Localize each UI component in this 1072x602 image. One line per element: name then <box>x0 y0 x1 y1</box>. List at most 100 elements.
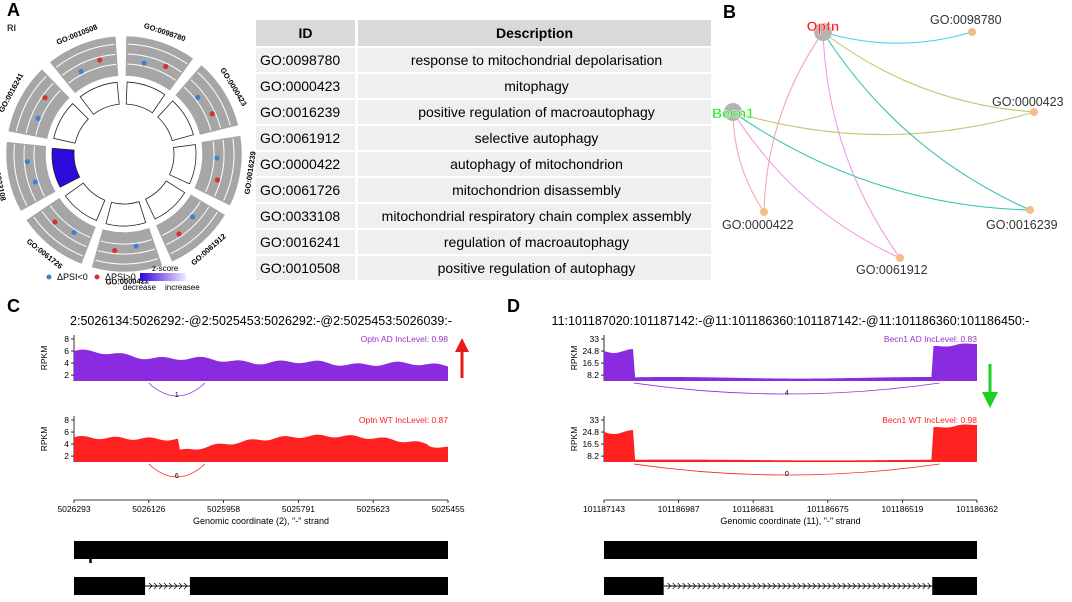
sector-gridline <box>49 205 91 238</box>
y-tick-label: 2 <box>64 370 69 380</box>
sector-gridline <box>170 212 218 255</box>
table-row: GO:0033108 mitochondrial respiratory chai… <box>256 204 711 228</box>
go-description-cell: mitophagy <box>355 74 711 98</box>
zscore-cell <box>168 144 197 185</box>
psi-dot <box>112 247 118 254</box>
sector-gridline <box>55 43 115 68</box>
strand-chevron <box>867 582 872 590</box>
exon-block <box>932 577 977 595</box>
x-tick-label: 101186519 <box>881 504 923 514</box>
term-node <box>760 208 768 216</box>
x-axis-label: Genomic coordinate (2), "-" strand <box>193 516 329 526</box>
go-id-cell: GO:0098780 <box>256 48 355 72</box>
strand-chevron <box>747 582 752 590</box>
psi-dot <box>176 231 182 237</box>
exon-block <box>74 577 146 595</box>
psi-dot <box>71 229 77 236</box>
go-description-cell: regulation of macroautophagy <box>355 230 711 254</box>
strand-chevron <box>712 582 717 590</box>
y-axis-label: RPKM <box>569 346 579 371</box>
go-table: ID Description GO:0098780 response to mit… <box>256 18 711 282</box>
strand-chevron <box>847 582 852 590</box>
term-node <box>968 28 976 36</box>
circle-legend: ΔPSI<0 ΔPSI>0 z-score decrease increasee <box>46 264 200 292</box>
strand-chevron <box>882 582 887 590</box>
go-sector <box>5 141 57 212</box>
x-tick-label: 5025958 <box>207 504 240 514</box>
zscore-cell <box>53 102 89 144</box>
x-tick-label: 101186675 <box>807 504 849 514</box>
zscore-cell <box>157 100 194 142</box>
go-description-cell: mitochondrion disassembly <box>355 178 711 202</box>
strand-chevron <box>687 582 692 590</box>
go-id-cell: GO:0016241 <box>256 230 355 254</box>
x-tick-label: 5025623 <box>357 504 390 514</box>
psi-dot <box>133 243 139 249</box>
y-axis-label: RPKM <box>569 427 579 452</box>
strand-chevron <box>752 582 757 590</box>
network-edge <box>822 31 973 44</box>
coverage-area <box>604 424 977 462</box>
strand-chevron <box>148 582 153 590</box>
term-label: GO:0000422 <box>722 218 794 232</box>
event-type-label: RI <box>7 23 16 33</box>
term-label: GO:0098780 <box>930 13 1002 27</box>
strand-chevron <box>897 582 902 590</box>
sector-label: GO:0000422 <box>106 276 150 286</box>
go-description-cell: autophagy of mitochondrion <box>355 152 711 176</box>
strand-chevron <box>887 582 892 590</box>
x-tick-label: 101186831 <box>732 504 774 514</box>
strand-chevron <box>727 582 732 590</box>
strand-chevron <box>857 582 862 590</box>
down-arrow-icon <box>982 364 998 408</box>
strand-chevron <box>762 582 767 590</box>
y-tick-label: 33 <box>590 415 600 425</box>
psi-dot <box>189 214 196 220</box>
go-sector <box>91 227 163 273</box>
psi-dot <box>209 111 215 117</box>
sector-gridline <box>62 53 116 76</box>
table-row: GO:0010508 positive regulation of autopha… <box>256 256 711 280</box>
x-tick-label: 5025791 <box>282 504 315 514</box>
x-tick-label: 5026293 <box>57 504 90 514</box>
strand-chevron <box>822 582 827 590</box>
psi-dot <box>214 177 221 183</box>
strand-chevron <box>742 582 747 590</box>
track-label: Becn1 WT IncLevel: 0.98 <box>882 415 977 425</box>
table-row: GO:0000423 mitophagy <box>256 74 711 98</box>
go-description-cell: positive regulation of autophagy <box>355 256 711 280</box>
coverage-area <box>74 434 448 462</box>
table-row: GO:0061912 selective autophagy <box>256 126 711 150</box>
term-node <box>1026 206 1034 214</box>
y-tick-label: 8.2 <box>587 370 599 380</box>
network-edge <box>822 31 901 259</box>
go-sector <box>7 68 71 140</box>
go-id-cell: GO:0000423 <box>256 74 355 98</box>
x-tick-label: 101187143 <box>583 504 625 514</box>
sector-gridline <box>95 258 159 265</box>
strand-chevron <box>183 582 188 590</box>
strand-chevron <box>707 582 712 590</box>
strand-chevron <box>807 582 812 590</box>
table-row: GO:0061726 mitochondrion disassembly <box>256 178 711 202</box>
x-tick-label: 101186362 <box>956 504 998 514</box>
coverage-area <box>74 349 448 381</box>
zscore-cell <box>144 180 186 220</box>
legend-decrease: ΔPSI<0 <box>57 272 88 282</box>
strand-chevron <box>827 582 832 590</box>
y-axis-label: RPKM <box>39 346 49 371</box>
zscore-low: decrease <box>123 283 156 292</box>
junction-arc <box>633 463 940 476</box>
y-tick-label: 8 <box>64 415 69 425</box>
strand-chevron <box>682 582 687 590</box>
zscore-title: z-score <box>152 264 179 273</box>
go-description-cell: selective autophagy <box>355 126 711 150</box>
junction-count: 4 <box>785 390 789 397</box>
table-row: GO:0000422 autophagy of mitochondrion <box>256 152 711 176</box>
strand-chevron <box>842 582 847 590</box>
psi-dot <box>163 63 169 70</box>
strand-chevron <box>732 582 737 590</box>
col-header-id: ID <box>256 20 355 46</box>
network-edge <box>822 31 1035 113</box>
panel-label-d: D <box>507 296 520 316</box>
